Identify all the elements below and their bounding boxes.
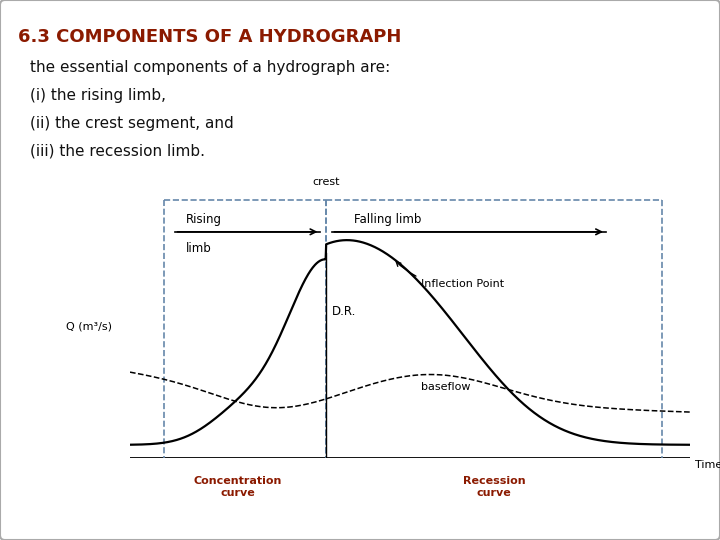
Text: Rising: Rising [186,213,222,226]
Text: Concentration
curve: Concentration curve [194,476,282,497]
Text: crest: crest [312,177,340,187]
Text: baseflow: baseflow [421,382,471,392]
Text: D.R.: D.R. [332,306,356,319]
Text: limb: limb [186,242,212,255]
Text: (ii) the crest segment, and: (ii) the crest segment, and [30,116,234,131]
Text: Q (m³/s): Q (m³/s) [66,321,112,332]
Text: Falling limb: Falling limb [354,213,421,226]
Text: (i) the rising limb,: (i) the rising limb, [30,88,166,103]
Text: Inflection Point: Inflection Point [396,261,504,289]
Text: Recession
curve: Recession curve [463,476,526,497]
Text: the essential components of a hydrograph are:: the essential components of a hydrograph… [30,60,390,75]
Text: 6.3 COMPONENTS OF A HYDROGRAPH: 6.3 COMPONENTS OF A HYDROGRAPH [18,28,401,46]
Text: (iii) the recession limb.: (iii) the recession limb. [30,144,205,159]
Text: Time: Time [695,460,720,470]
